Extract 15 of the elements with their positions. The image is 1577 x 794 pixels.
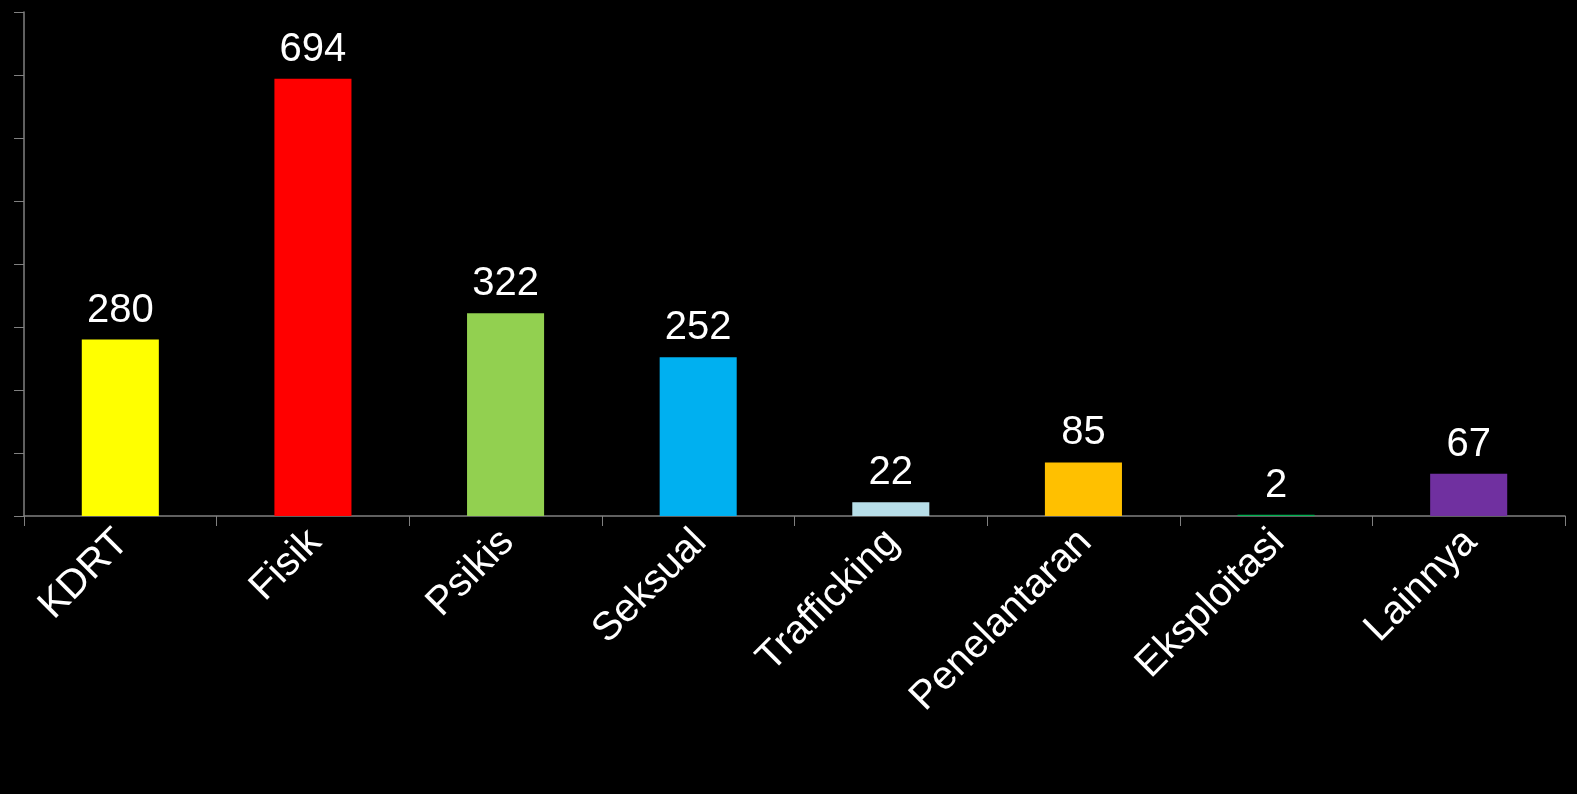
bar (852, 502, 930, 516)
data-label: 694 (279, 24, 347, 69)
data-label: 22 (868, 448, 914, 493)
bar (659, 357, 737, 516)
bar (1044, 462, 1122, 516)
data-label: 67 (1446, 419, 1491, 464)
bar (81, 339, 159, 516)
bar (1430, 473, 1508, 516)
data-label: 280 (86, 285, 154, 330)
data-label: 252 (664, 303, 732, 348)
data-label: 85 (1061, 408, 1106, 453)
data-label: 322 (472, 259, 539, 304)
data-label: 2 (1264, 460, 1288, 505)
bar (274, 78, 352, 516)
bar (467, 313, 545, 516)
